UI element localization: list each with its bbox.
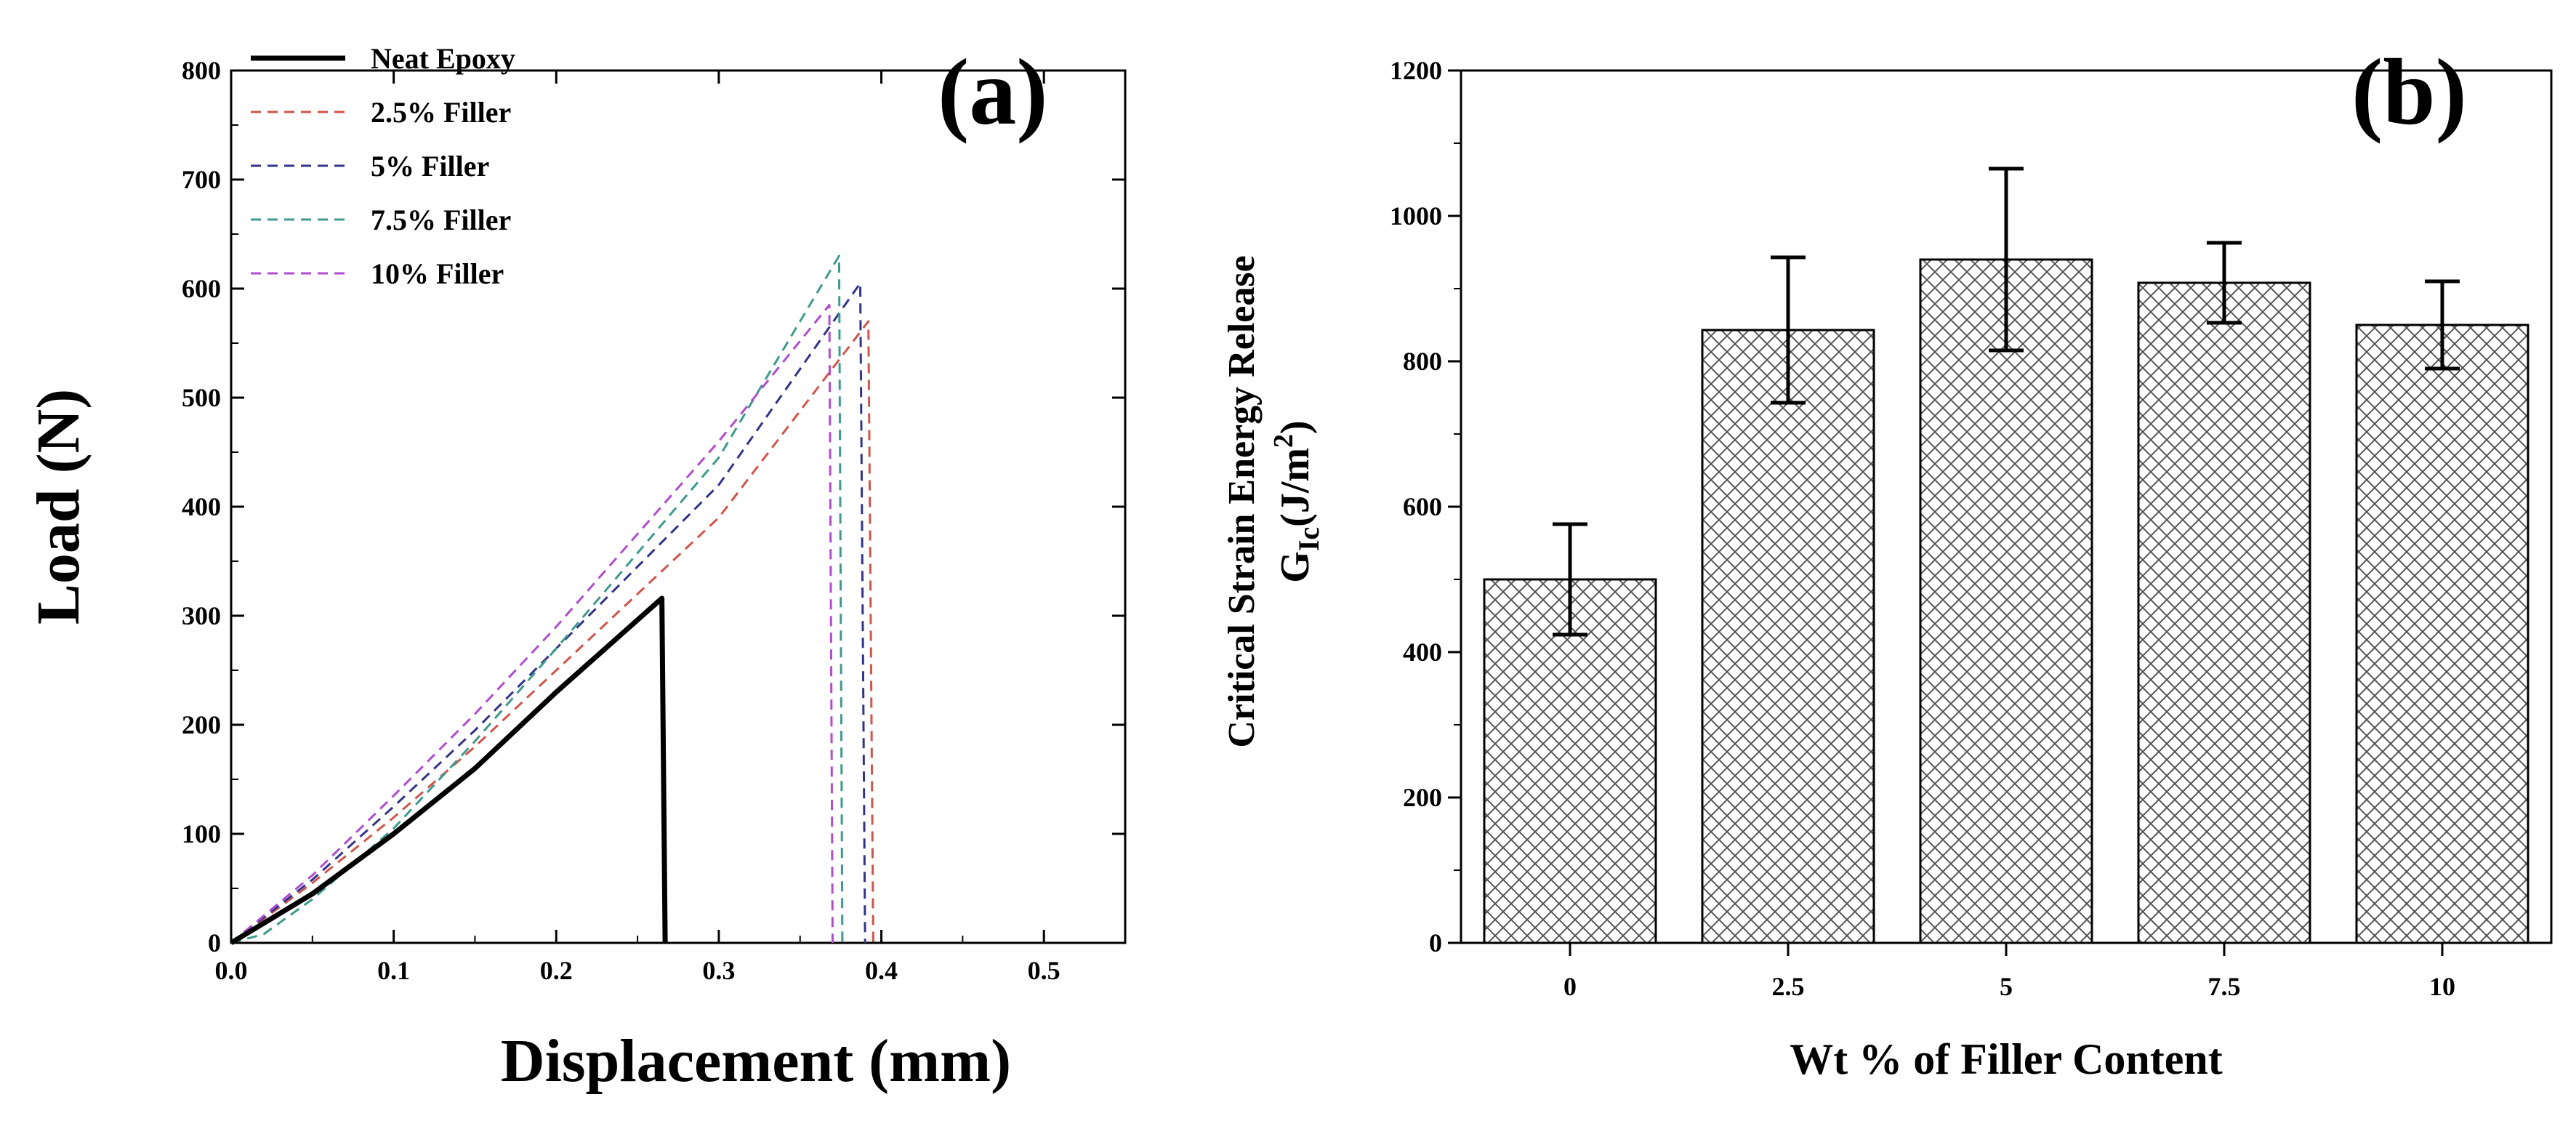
chart-a-series-line [230, 595, 668, 945]
chart-a-series [230, 254, 874, 945]
chart-a-ylabel: Load (N) [25, 389, 92, 624]
chart-a-legend-label: Neat Epoxy [371, 42, 515, 75]
chart-b: 0 200 400 600 800 1000 1200 0 2.5 5 7.5 10 Critica… [1221, 40, 2553, 1083]
chart-a-plot-frame [230, 69, 1127, 944]
chart-a-series-line [230, 254, 844, 944]
chart-b-ytick-label: 800 [1403, 347, 1442, 376]
chart-a-ytick-label: 800 [182, 56, 221, 85]
chart-a-legend-label: 2.5% Filler [371, 96, 511, 129]
chart-a-ytick-label: 400 [182, 492, 221, 521]
chart-b-bar [2137, 281, 2311, 944]
chart-a-ytick-label: 300 [182, 601, 221, 630]
chart-b-bar [1483, 578, 1657, 944]
chart-b-ytick-label: 1200 [1390, 56, 1442, 85]
chart-b-ytick-label: 0 [1429, 928, 1442, 957]
chart-b-ylabel-line1: Critical Strain Energy Release [1221, 255, 1263, 747]
chart-a-legend: Neat Epoxy 2.5% Filler 5% Filler 7.5% Fille… [251, 42, 515, 290]
chart-b-ytick-label: 200 [1403, 783, 1442, 812]
chart-a-xtick-label: 0.4 [865, 956, 898, 985]
chart-a-series-line [230, 320, 874, 944]
chart-b-ylabel-sub: Ic [1292, 527, 1325, 551]
chart-a-series-line [230, 304, 834, 944]
chart-a-xtick-label: 0.2 [540, 956, 573, 985]
chart-a-xtick-label: 0.0 [215, 956, 248, 985]
chart-a-ytick-label: 500 [182, 383, 221, 412]
chart-b-xtick-label: 10 [2429, 972, 2455, 1001]
chart-a-ytick-label: 200 [182, 710, 221, 739]
chart-a-xtick-label: 0.5 [1028, 956, 1060, 985]
chart-a-legend-label: 5% Filler [371, 150, 489, 182]
chart-b-xtick-label: 7.5 [2208, 972, 2241, 1001]
chart-a-ytick-label: 100 [182, 819, 221, 848]
chart-a-xtick-label: 0.3 [702, 956, 735, 985]
chart-b-xtick-label: 0 [1563, 972, 1577, 1001]
chart-b-bar [2355, 324, 2529, 944]
chart-a-y-ticks: 0 100 200 300 400 500 600 700 800 [182, 56, 1125, 957]
chart-b-xtick-label: 5 [2000, 972, 2013, 1001]
chart-b-ylabel-close: ) [1273, 420, 1318, 434]
chart-b-ylabel-line2: GIc(J/m2) [1268, 420, 1325, 582]
chart-b-xtick-label: 2.5 [1772, 972, 1805, 1001]
chart-b-ytick-label: 400 [1403, 638, 1442, 667]
chart-b-bars [1483, 166, 2529, 944]
chart-a-ytick-label: 0 [208, 928, 221, 957]
chart-b-xlabel: Wt % of Filler Content [1790, 1035, 2222, 1083]
chart-a-series-line [230, 282, 866, 944]
chart-b-bar [1701, 329, 1875, 944]
chart-b-ytick-label: 1000 [1390, 201, 1442, 230]
chart-a-x-ticks: 0.0 0.1 0.2 0.3 0.4 0.5 [215, 71, 1060, 985]
chart-b-x-ticks: 0 2.5 5 7.5 10 [1563, 943, 2455, 1001]
chart-b-panel-label: (b) [2351, 40, 2467, 145]
chart-b-ylabel-g: G [1273, 551, 1318, 583]
chart-b-y-ticks: 0 200 400 600 800 1000 1200 [1390, 56, 1461, 957]
chart-b-ylabel-sup: 2 [1268, 434, 1299, 448]
chart-a-legend-label: 7.5% Filler [371, 204, 511, 236]
chart-a-legend-label: 10% Filler [371, 257, 504, 290]
chart-a-ytick-label: 600 [182, 274, 221, 303]
chart-b-bar [1919, 258, 2093, 944]
chart-b-ytick-label: 600 [1403, 492, 1442, 521]
chart-a-panel-label: (a) [938, 40, 1048, 145]
chart-a-xtick-label: 0.1 [377, 956, 410, 985]
chart-a-xlabel: Displacement (mm) [501, 1027, 1011, 1095]
chart-a-ytick-label: 700 [182, 165, 221, 194]
chart-b-ylabel-units: (J/m [1273, 448, 1318, 527]
